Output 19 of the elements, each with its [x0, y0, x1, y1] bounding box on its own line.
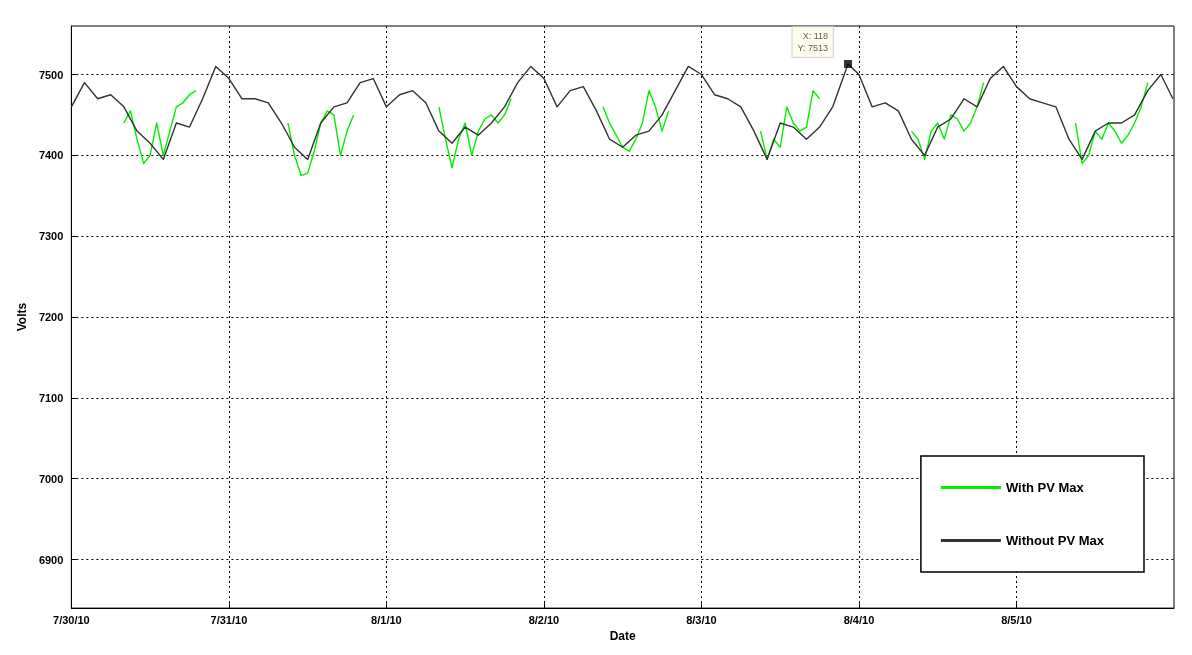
x-tick-label: 8/5/10	[1001, 613, 1032, 626]
x-tick-label: 8/3/10	[686, 613, 717, 626]
legend-label: With PV Max	[1005, 480, 1085, 495]
annotation: X: 118 Y: 7513	[797, 31, 829, 53]
x-axis-title: Date	[609, 629, 637, 643]
x-tick-label: 8/2/10	[528, 613, 560, 626]
y-axis-title: Volts	[15, 302, 29, 332]
y-tick-label: 7400	[38, 149, 64, 162]
x-tick-label: 8/4/10	[843, 613, 875, 626]
y-tick-label: 7200	[38, 311, 64, 324]
legend-label: Without PV Max	[1005, 533, 1105, 548]
y-tick-label: 7100	[38, 391, 64, 404]
x-tick-label: 7/30/10	[53, 613, 90, 626]
x-tick-label: 7/31/10	[210, 613, 248, 626]
x-tick-label: 8/1/10	[371, 613, 402, 626]
y-tick-label: 7300	[38, 230, 64, 243]
y-tick-label: 7000	[38, 472, 64, 485]
y-tick-label: 6900	[38, 553, 64, 566]
y-tick-label: 7500	[38, 68, 64, 81]
